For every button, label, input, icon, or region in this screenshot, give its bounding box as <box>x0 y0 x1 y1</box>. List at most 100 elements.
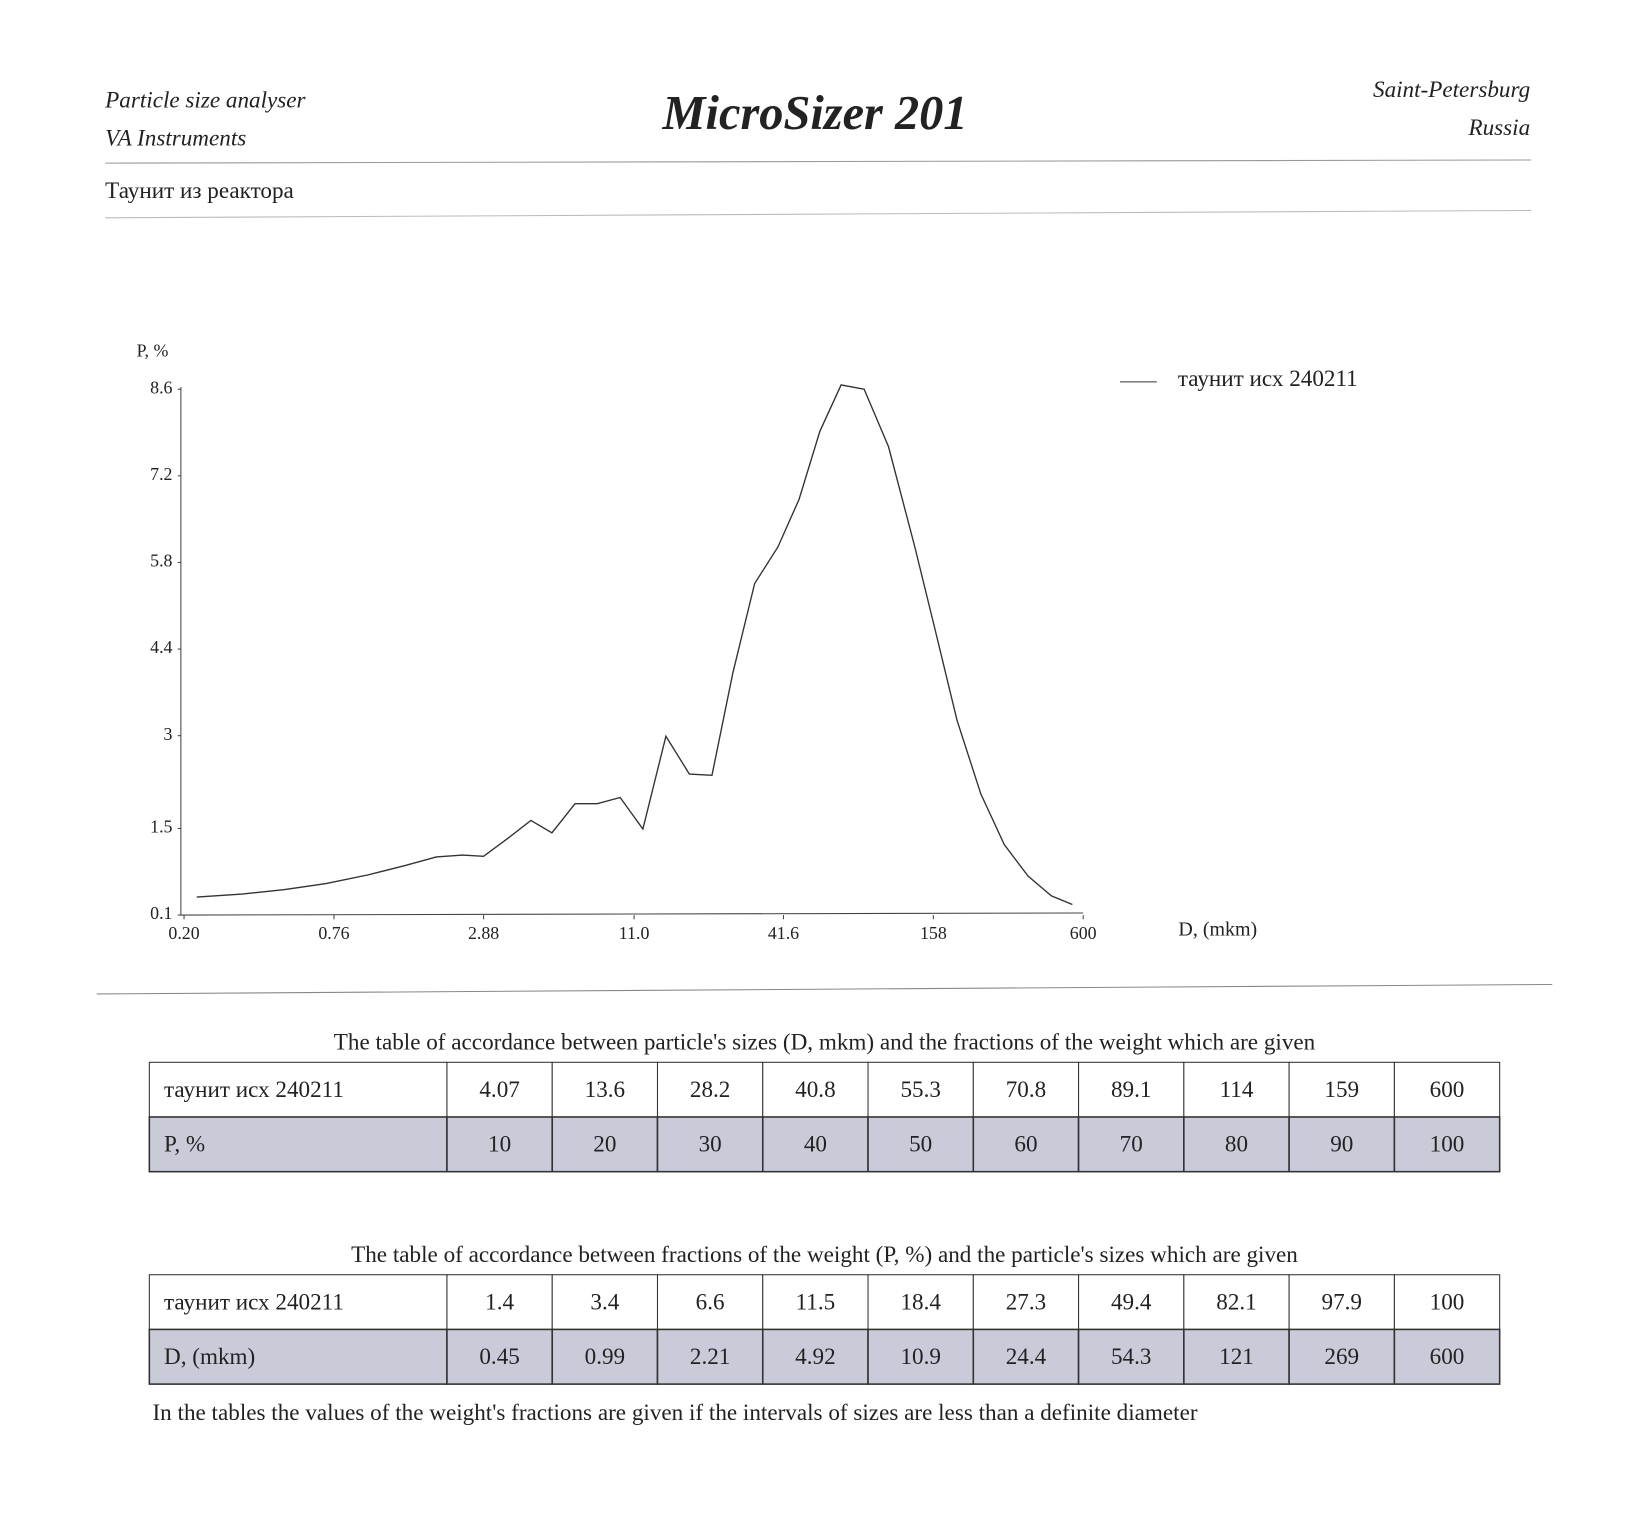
rule <box>105 209 1532 219</box>
cell-text: 60 <box>1014 1132 1037 1158</box>
cell-text: 70 <box>1120 1132 1143 1158</box>
cell-text: 54.3 <box>1111 1344 1151 1370</box>
header-right: Russia <box>1467 115 1530 141</box>
x-tick-label: 41.6 <box>768 923 799 943</box>
table-cell <box>972 1328 1080 1385</box>
cell-text: 24.4 <box>1006 1344 1047 1370</box>
table-cell <box>1077 1116 1185 1173</box>
cell-text: 30 <box>699 1132 722 1158</box>
cell-text: 40.8 <box>795 1077 835 1103</box>
cell-text: 10.9 <box>900 1344 940 1370</box>
table-cell <box>1393 1061 1501 1118</box>
y-axis-label: P, % <box>137 341 169 361</box>
table-cell <box>1288 1328 1396 1385</box>
cell-text: 4.92 <box>795 1344 835 1370</box>
cell-text: 114 <box>1220 1077 1254 1103</box>
cell-text: 49.4 <box>1111 1289 1152 1315</box>
y-tick-label: 3 <box>164 724 173 744</box>
table-cell <box>446 1328 554 1385</box>
cell-text: 10 <box>488 1132 511 1158</box>
table-cell <box>762 1061 869 1118</box>
y-tick-label: 1.5 <box>150 817 172 837</box>
table-cell <box>1183 1061 1290 1118</box>
y-tick-label: 4.4 <box>150 637 172 657</box>
x-tick-label: 0.76 <box>318 923 349 943</box>
table-cell <box>656 1061 764 1118</box>
x-tick-label: 2.88 <box>468 923 499 943</box>
header-left: Particle size analyser <box>104 87 306 113</box>
table-cell <box>761 1116 869 1173</box>
cell-text: 82.1 <box>1216 1289 1256 1315</box>
table-cell <box>1288 1274 1395 1330</box>
footnote: In the tables the values of the weight's… <box>152 1400 1197 1426</box>
x-tick-label: 11.0 <box>619 923 650 943</box>
cell-text: 27.3 <box>1006 1289 1046 1315</box>
rule <box>105 159 1532 164</box>
y-tick-label: 7.2 <box>150 464 172 484</box>
cell-text: 121 <box>1219 1344 1254 1370</box>
table-cell <box>148 1116 448 1173</box>
table-cell <box>1393 1328 1501 1385</box>
table-cell <box>551 1328 659 1385</box>
table-cell <box>1393 1274 1501 1330</box>
cell-text: 100 <box>1430 1132 1465 1158</box>
table-cell <box>148 1274 448 1330</box>
cell-text: 13.6 <box>585 1077 625 1103</box>
cell-text: 3.4 <box>590 1289 619 1315</box>
table-cell <box>551 1116 659 1173</box>
cell-text: 80 <box>1225 1132 1248 1158</box>
cell-text: 4.07 <box>479 1077 519 1103</box>
table-cell <box>1077 1328 1185 1385</box>
cell-text: 600 <box>1430 1344 1465 1370</box>
table-cell <box>972 1116 1080 1173</box>
sample-name: Таунит из реактора <box>105 178 294 204</box>
table-cell <box>148 1328 448 1385</box>
cell-text: 90 <box>1330 1132 1353 1158</box>
cell-text: 600 <box>1430 1077 1465 1103</box>
y-tick-label: 0.1 <box>150 903 172 923</box>
table-cell <box>656 1116 764 1173</box>
cell-text: 18.4 <box>900 1289 941 1315</box>
table-cell <box>972 1061 1080 1118</box>
cell-text: 100 <box>1430 1289 1465 1315</box>
x-tick-label: 600 <box>1070 923 1097 943</box>
x-tick-label: 158 <box>920 923 947 943</box>
table-caption: The table of accordance between particle… <box>334 1030 1316 1056</box>
cell-text: 269 <box>1324 1344 1359 1370</box>
cell-text: 0.99 <box>585 1344 625 1370</box>
rule <box>96 983 1553 995</box>
cell-text: 97.9 <box>1322 1289 1362 1315</box>
cell-text: 2.21 <box>690 1344 730 1370</box>
cell-text: 40 <box>804 1132 827 1158</box>
cell-text: 6.6 <box>696 1289 725 1315</box>
table-cell <box>1183 1116 1290 1173</box>
header-right: Saint-Petersburg <box>1373 77 1530 103</box>
cell-text: P, % <box>164 1132 205 1158</box>
cell-text: 0.45 <box>479 1344 519 1370</box>
cell-text: 28.2 <box>690 1077 730 1103</box>
table-cell <box>1183 1328 1290 1385</box>
y-tick-label: 5.8 <box>150 551 172 571</box>
x-axis <box>180 912 1084 916</box>
header-left: VA Instruments <box>105 125 246 151</box>
x-tick-label: 0.20 <box>168 923 199 943</box>
cell-text: D, (mkm) <box>164 1344 255 1370</box>
table-cell <box>1288 1061 1395 1118</box>
table-cell <box>762 1274 869 1330</box>
cell-text: таунит исх 240211 <box>164 1077 344 1103</box>
cell-text: 1.4 <box>485 1289 514 1315</box>
cell-text: 159 <box>1324 1077 1359 1103</box>
cell-text: 70.8 <box>1006 1077 1046 1103</box>
cell-text: 55.3 <box>900 1077 940 1103</box>
x-axis-label: D, (mkm) <box>1178 918 1257 940</box>
table-cell <box>1288 1116 1396 1173</box>
table-cell <box>148 1061 448 1118</box>
cell-text: 20 <box>593 1132 616 1158</box>
cell-text: таунит исх 240211 <box>164 1289 344 1315</box>
data-line <box>196 384 1073 906</box>
table-cell <box>656 1274 764 1330</box>
y-tick-label: 8.6 <box>150 377 172 397</box>
cell-text: 89.1 <box>1111 1077 1151 1103</box>
